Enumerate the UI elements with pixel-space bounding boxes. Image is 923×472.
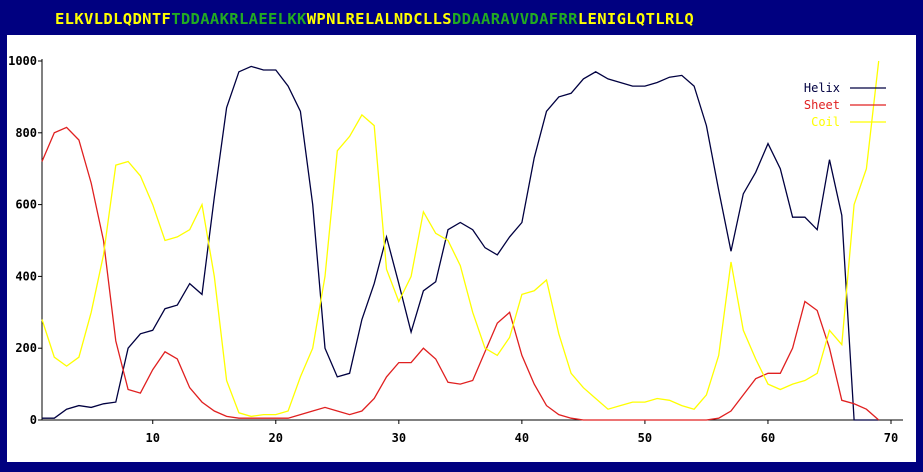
series-line-helix [42,65,879,421]
y-tick-label: 600 [15,198,37,212]
x-tick-label: 10 [146,431,160,445]
plot-background [7,35,916,462]
sequence-segment-helix-1: TDDAAKRLAEELKK [171,10,307,28]
sequence-segment-helix-2: DDAARAVVDAFRR [451,10,578,28]
chart-axes: 0 200 400 600 800 1000 10 20 30 40 50 60 70 [8,54,903,445]
y-tick-label: 800 [15,126,37,140]
y-tick-label: 1000 [8,54,37,68]
sequence-segment-coil-2: WPNLRELALNDCLLS [306,10,452,28]
y-tick-label: 0 [30,413,37,427]
x-tick-label: 20 [269,431,283,445]
chart-series-lines [41,60,880,421]
x-tick-label: 60 [761,431,775,445]
y-tick-label: 200 [15,341,37,355]
series-line-coil [41,60,880,418]
legend-label-helix: Helix [804,81,840,95]
x-tick-label: 50 [638,431,652,445]
sequence-segment-coil-3: LENIGLQTLRLQ [577,10,695,28]
x-tick-label: 30 [392,431,406,445]
x-tick-label: 40 [515,431,529,445]
legend-label-coil: Coil [811,115,840,129]
series-line-sheet [41,126,880,421]
sequence-header: ELKVLDLQDNTFTDDAAKRLAEELKKWPNLRELALNDCLL… [55,9,694,29]
sequence-segment-coil-1: ELKVLDLQDNTF [55,10,172,28]
chart-legend: Helix Sheet Coil [804,81,886,129]
x-tick-label: 70 [884,431,898,445]
legend-label-sheet: Sheet [804,98,840,112]
y-tick-label: 400 [15,269,37,283]
